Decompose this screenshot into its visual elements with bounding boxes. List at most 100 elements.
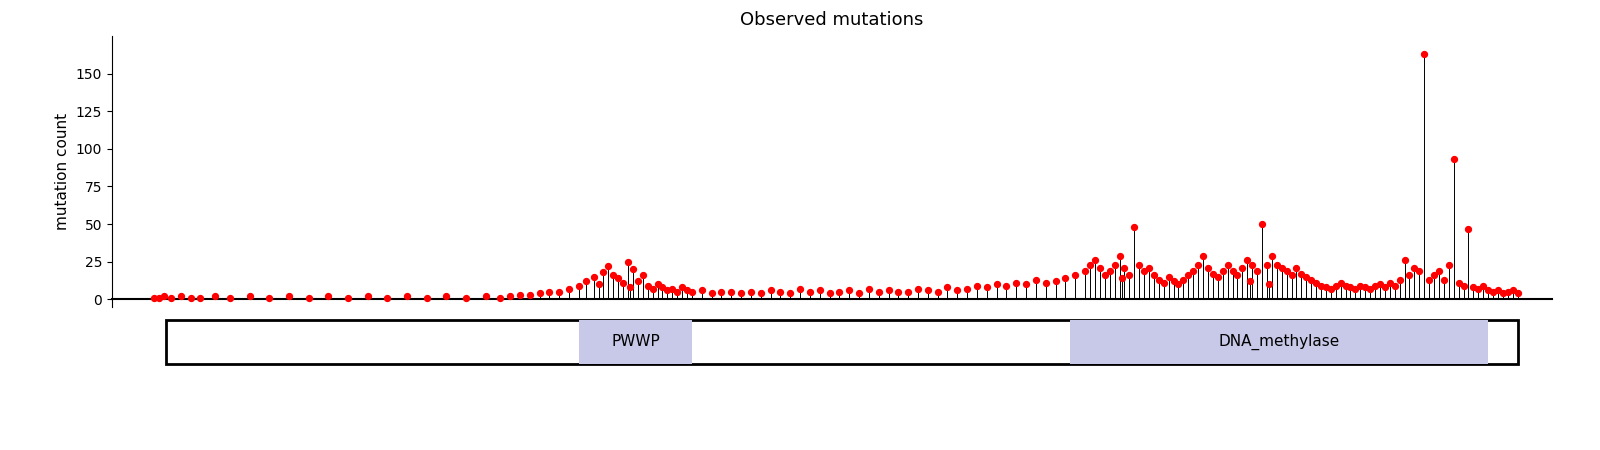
Point bbox=[856, 285, 882, 292]
Point bbox=[994, 282, 1019, 289]
Point bbox=[1480, 288, 1506, 295]
Point bbox=[866, 288, 891, 295]
Point bbox=[1451, 282, 1477, 289]
Point bbox=[1314, 284, 1339, 291]
Point bbox=[1309, 282, 1334, 289]
Point bbox=[954, 285, 979, 292]
Point bbox=[616, 258, 642, 265]
Point bbox=[1240, 261, 1266, 268]
Point bbox=[1245, 267, 1270, 274]
Point bbox=[1288, 270, 1314, 277]
Point bbox=[1416, 276, 1442, 283]
Point bbox=[1259, 252, 1285, 259]
Point bbox=[203, 292, 229, 300]
Point bbox=[1102, 261, 1128, 268]
Point bbox=[837, 287, 862, 294]
Point bbox=[296, 294, 322, 302]
Point bbox=[374, 294, 400, 302]
Point bbox=[1013, 280, 1038, 288]
Point bbox=[1475, 287, 1501, 294]
Point bbox=[237, 292, 262, 300]
Point bbox=[434, 292, 459, 300]
Point bbox=[1421, 271, 1446, 279]
Point bbox=[1086, 264, 1112, 271]
Point bbox=[1338, 284, 1363, 291]
Point bbox=[256, 294, 282, 302]
Point bbox=[645, 280, 670, 288]
Point bbox=[600, 271, 626, 279]
Point bbox=[1456, 225, 1482, 232]
Point bbox=[1490, 290, 1515, 297]
Point bbox=[1034, 279, 1059, 286]
Point bbox=[699, 290, 725, 297]
Point bbox=[1269, 264, 1294, 271]
Point bbox=[355, 292, 381, 300]
Point bbox=[778, 290, 803, 297]
Point bbox=[1160, 278, 1186, 285]
Point bbox=[1053, 274, 1078, 282]
Point bbox=[1022, 276, 1048, 283]
Point bbox=[1461, 284, 1486, 291]
Point bbox=[768, 288, 794, 295]
Point bbox=[1077, 261, 1102, 268]
Point bbox=[678, 288, 704, 295]
Point bbox=[709, 288, 734, 295]
Point bbox=[1318, 285, 1344, 292]
Point bbox=[498, 292, 523, 300]
Point bbox=[1190, 252, 1216, 259]
Bar bbox=[1070, 320, 1488, 364]
Point bbox=[974, 284, 1000, 291]
Point bbox=[1283, 264, 1309, 271]
Point bbox=[334, 294, 360, 302]
Point bbox=[906, 285, 931, 292]
Point bbox=[758, 287, 784, 294]
Point bbox=[1210, 267, 1235, 274]
Point bbox=[896, 288, 922, 295]
Point bbox=[573, 278, 598, 285]
Point bbox=[1146, 276, 1171, 283]
Point bbox=[1304, 279, 1330, 286]
Point bbox=[1200, 270, 1226, 277]
Bar bbox=[166, 320, 1517, 364]
Point bbox=[1214, 261, 1240, 268]
Point bbox=[1155, 273, 1181, 280]
Point bbox=[595, 262, 621, 270]
Point bbox=[640, 285, 666, 292]
Point bbox=[1117, 271, 1142, 279]
Point bbox=[1122, 223, 1147, 230]
Point bbox=[626, 278, 651, 285]
Point bbox=[1435, 261, 1461, 268]
Point bbox=[1298, 276, 1323, 283]
Text: PWWP: PWWP bbox=[611, 334, 659, 350]
Point bbox=[1378, 279, 1403, 286]
Point bbox=[1362, 282, 1387, 289]
Title: Observed mutations: Observed mutations bbox=[741, 11, 923, 29]
Point bbox=[1328, 279, 1354, 286]
Point bbox=[218, 294, 243, 302]
Point bbox=[1150, 279, 1176, 286]
Point bbox=[315, 292, 341, 300]
Point bbox=[1442, 156, 1467, 163]
Point bbox=[536, 288, 562, 295]
Point bbox=[1166, 280, 1192, 288]
Point bbox=[1274, 267, 1299, 274]
Point bbox=[1411, 50, 1437, 58]
Point bbox=[488, 294, 514, 302]
Point bbox=[1293, 273, 1318, 280]
Point bbox=[1126, 261, 1152, 268]
Point bbox=[827, 288, 853, 295]
Bar bbox=[579, 320, 691, 364]
Point bbox=[1107, 252, 1133, 259]
Point bbox=[394, 292, 419, 300]
Point bbox=[1446, 279, 1472, 286]
Point bbox=[1333, 282, 1358, 289]
Point bbox=[1091, 271, 1117, 279]
Point bbox=[630, 271, 656, 279]
Point bbox=[659, 285, 685, 292]
Text: DNA_methylase: DNA_methylase bbox=[1219, 334, 1339, 350]
Point bbox=[1397, 271, 1422, 279]
Point bbox=[453, 294, 478, 302]
Point bbox=[1352, 284, 1378, 291]
Point bbox=[1504, 290, 1530, 297]
Point bbox=[1382, 282, 1408, 289]
